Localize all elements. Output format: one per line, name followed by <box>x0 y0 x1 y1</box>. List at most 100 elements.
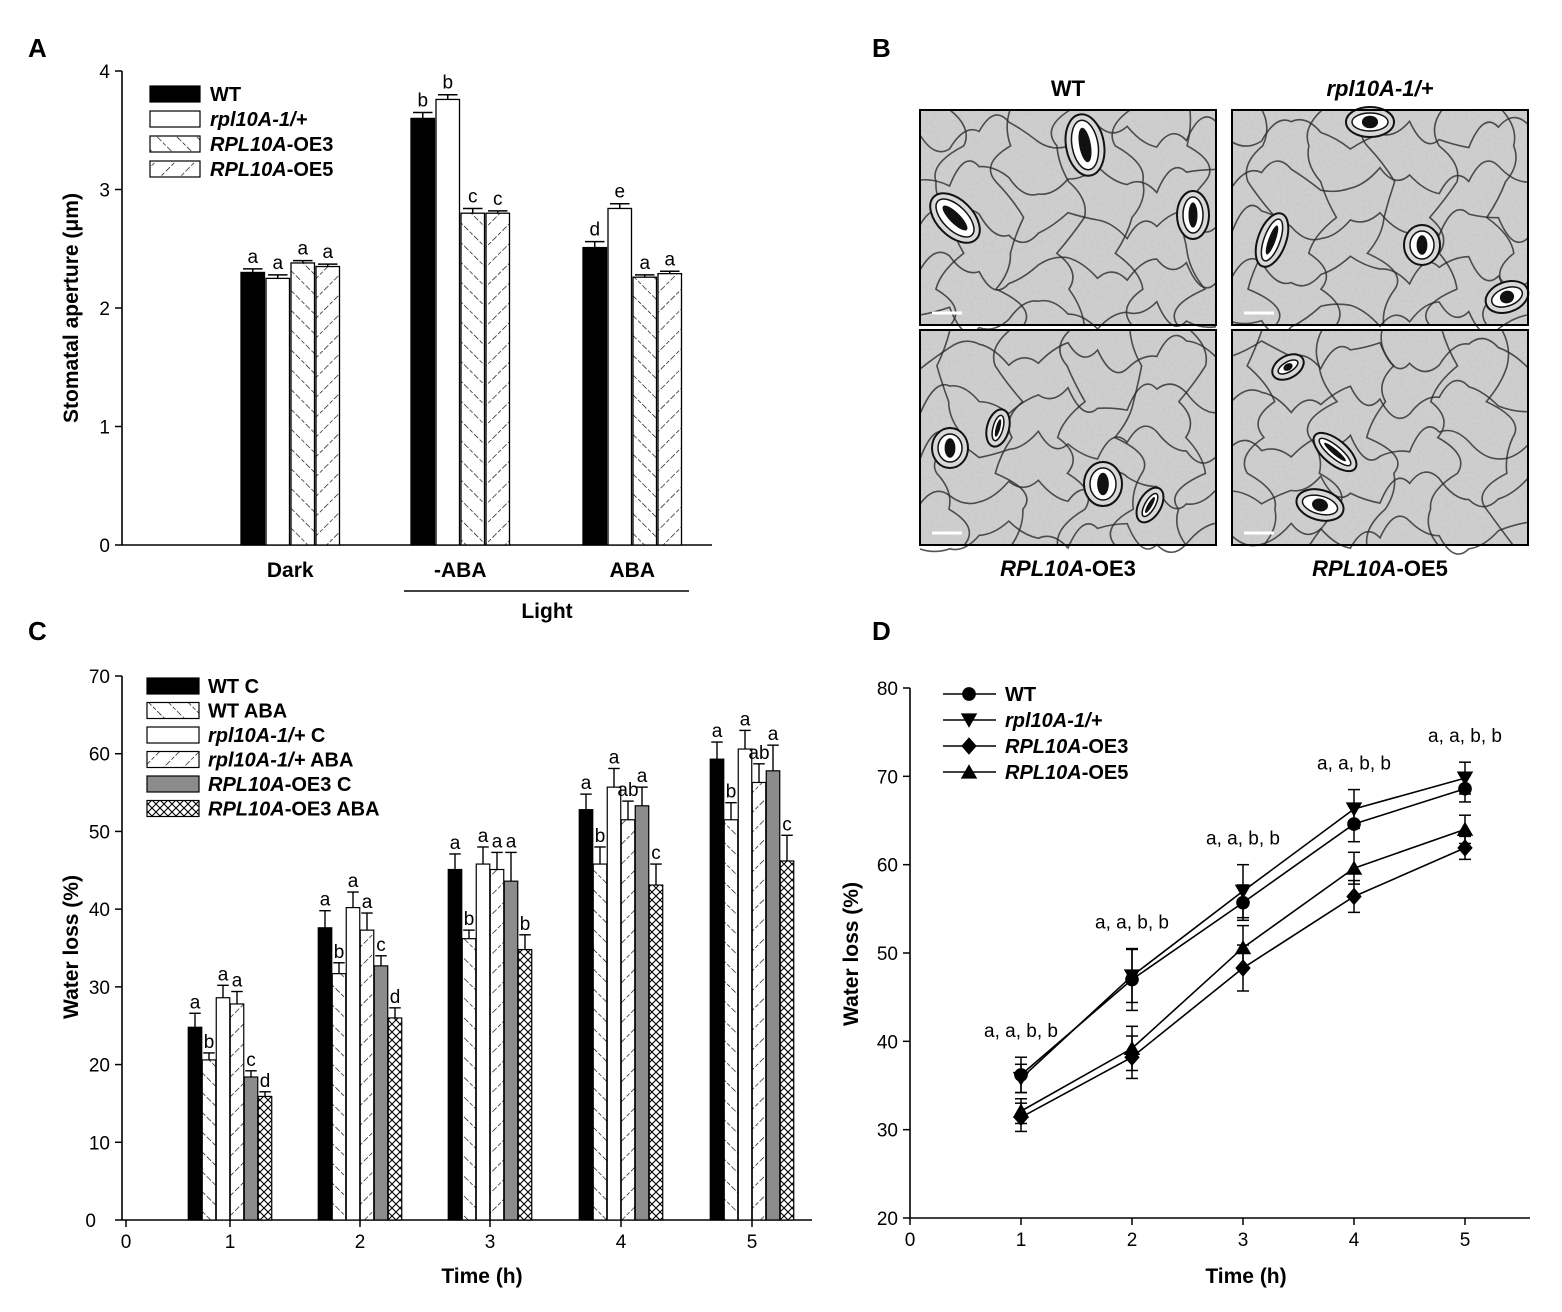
panel-c-legend-swatch <box>146 750 200 769</box>
micrograph-frame <box>919 329 1217 546</box>
panel-d-chart: Water loss (%) Time (h) 20 30 40 50 60 70 80 0 1… <box>840 679 1530 1288</box>
panel-c-sig-letter: a <box>478 826 489 847</box>
cell-wall-outline <box>1231 379 1529 420</box>
panel-c-bar <box>345 906 361 1221</box>
panel-c-bar <box>737 748 753 1221</box>
micrograph-title: rpl10A-1/+ <box>1327 76 1434 101</box>
panel-d-sig-annotation: a, a, b, b <box>1428 726 1502 747</box>
panel-b-micrographs: WT rpl10A-1/+RPL10A-OE3 RPL10A-OE5 <box>919 76 1530 581</box>
panel-c-sig-letter: a <box>740 709 751 730</box>
panel-d-ytick-label: 70 <box>877 767 898 788</box>
panel-d-ytick-label: 20 <box>877 1209 898 1230</box>
panel-c-legend-label: RPL10A-OE3 C <box>208 774 351 796</box>
panel-c-legend-label: WT ABA <box>208 701 287 723</box>
micrograph-texture <box>920 330 1216 545</box>
panel-a-bar <box>315 265 341 546</box>
panel-c-sig-letter: a <box>362 892 373 913</box>
panel-a-legend-swatch <box>149 85 201 103</box>
panel-c-bar <box>187 1026 203 1221</box>
panel-a-legend-label-rest: -OE5 <box>287 159 334 181</box>
panel-c-legend-label-italic: rpl10A-1/+ <box>208 725 306 747</box>
panel-c-bar <box>578 809 594 1221</box>
panel-a-bar <box>582 246 608 546</box>
panel-c-sig-letter: a <box>320 890 331 911</box>
micrograph-title: RPL10A-OE5 <box>1312 556 1448 581</box>
panel-c-bar <box>592 863 608 1221</box>
panel-c-sig-letter: a <box>190 992 201 1013</box>
cell-wall-outline <box>1231 160 1529 195</box>
cell-wall-outline <box>1231 426 1529 461</box>
panel-c-sig-letter: a <box>218 964 229 985</box>
panel-c-sig-letter: a <box>712 721 723 742</box>
cell-wall-outline <box>1427 329 1462 546</box>
panel-c-y-label: Water loss (%) <box>60 875 83 1019</box>
cell-wall-outline <box>919 334 1217 374</box>
panel-c-bar <box>517 948 533 1221</box>
panel-c-sig-letter: b <box>595 826 606 847</box>
cell-wall-outline <box>1111 109 1145 326</box>
panel-d-ytick-label: 80 <box>877 679 898 700</box>
panel-d-marker <box>1346 887 1362 906</box>
panel-c-sig-letter: a <box>609 747 620 768</box>
panel-c-xtick-label: 4 <box>616 1232 627 1253</box>
panel-c-sig-letter: a <box>348 871 359 892</box>
cell-wall-outline <box>1425 109 1459 326</box>
panel-d-y-label: Water loss (%) <box>840 882 863 1026</box>
panel-c-legend-label-italic: rpl10A-1/+ <box>208 750 306 772</box>
panel-a-sig-letter: b <box>442 73 453 94</box>
panel-c-bar <box>461 938 477 1221</box>
panel-d-marker <box>1123 1040 1141 1055</box>
micrograph-tile <box>1231 106 1530 335</box>
panel-a-legend-label-italic: RPL10A <box>210 134 287 156</box>
panel-c-xtick-label: 3 <box>485 1232 496 1253</box>
panel-c-ytick-label: 60 <box>89 745 110 766</box>
panel-c-sig-letter: ab <box>748 743 769 764</box>
cell-wall-outline <box>989 109 1028 326</box>
panel-a-sig-letter: a <box>247 247 258 268</box>
panel-c-bar <box>709 758 725 1221</box>
panel-c-xtick-label: 0 <box>121 1232 132 1253</box>
panel-c-sig-letter: b <box>204 1032 215 1053</box>
cell-wall-outline <box>992 329 1028 546</box>
stomatal-pore <box>1097 472 1109 496</box>
micrograph-title-rest: -OE5 <box>1397 556 1448 581</box>
panel-d-ytick-label: 30 <box>877 1121 898 1142</box>
panel-a-ytick-label: 1 <box>99 418 110 439</box>
panel-d-sig-annotation: a, a, b, b <box>984 1021 1058 1042</box>
panel-a-y-label: Stomatal aperture (μm) <box>60 193 83 423</box>
panel-c-legend-label: WT C <box>208 676 259 698</box>
panel-c-ytick-label: 40 <box>89 900 110 921</box>
panel-d-legend-label-rest: -OE5 <box>1082 762 1129 784</box>
panel-c-sig-letter: a <box>492 831 503 852</box>
panel-c-chart: Water loss (%) Time (h) 0 10 20 30 40 50 60 70 0… <box>60 667 812 1288</box>
panel-c-sig-letter: c <box>246 1050 256 1071</box>
panel-c-sig-letter: c <box>651 843 661 864</box>
cell-wall-outline <box>1361 109 1399 326</box>
panel-c-ytick-label: 0 <box>85 1211 96 1232</box>
panel-c-legend-label-rest: C <box>305 725 325 747</box>
panel-d-sig-annotation: a, a, b, b <box>1317 754 1391 775</box>
panel-c-bar <box>447 868 463 1221</box>
stomatal-pore <box>1324 442 1346 462</box>
panel-a-bar <box>435 98 461 546</box>
stomatal-pore <box>1145 497 1155 513</box>
panel-c-sig-letter: b <box>464 909 475 930</box>
panel-a-legend-label: rpl10A-1/+ <box>210 109 308 131</box>
panel-c-legend-label-italic: RPL10A <box>208 799 285 821</box>
panel-a-legend-label-italic: rpl10A-1/+ <box>210 109 308 131</box>
panel-c-sig-letter: a <box>232 971 243 992</box>
panel-d-marker <box>1345 860 1363 875</box>
panel-a-category-label: ABA <box>610 559 656 582</box>
micrograph-frame <box>1231 329 1529 546</box>
stomatal-pore <box>1078 127 1092 163</box>
cell-wall-outline <box>1231 515 1529 555</box>
panel-a-bar <box>657 272 683 546</box>
panel-c-sig-letter: a <box>581 773 592 794</box>
panel-c-legend-label: rpl10A-1/+ C <box>208 725 325 747</box>
panel-a-bar <box>460 212 486 546</box>
panel-a-legend-label-rest: -OE3 <box>287 134 334 156</box>
panel-d-marker <box>1456 821 1474 836</box>
micrograph-tile <box>919 329 1217 554</box>
panel-a-category-label: -ABA <box>434 559 487 582</box>
